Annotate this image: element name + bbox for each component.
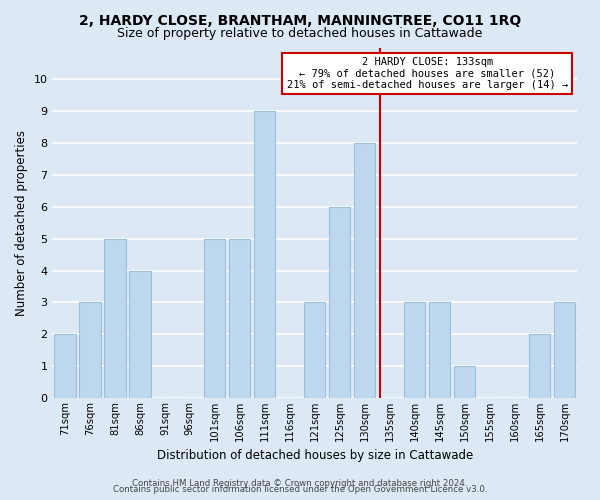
- Text: Contains public sector information licensed under the Open Government Licence v3: Contains public sector information licen…: [113, 485, 487, 494]
- Bar: [204, 238, 226, 398]
- Y-axis label: Number of detached properties: Number of detached properties: [15, 130, 28, 316]
- Bar: [404, 302, 425, 398]
- Text: Contains HM Land Registry data © Crown copyright and database right 2024.: Contains HM Land Registry data © Crown c…: [132, 478, 468, 488]
- Text: 2, HARDY CLOSE, BRANTHAM, MANNINGTREE, CO11 1RQ: 2, HARDY CLOSE, BRANTHAM, MANNINGTREE, C…: [79, 14, 521, 28]
- Bar: [354, 143, 376, 398]
- Bar: [229, 238, 250, 398]
- Bar: [304, 302, 325, 398]
- Bar: [329, 207, 350, 398]
- Bar: [429, 302, 451, 398]
- Bar: [254, 111, 275, 398]
- Bar: [454, 366, 475, 398]
- Bar: [104, 238, 125, 398]
- X-axis label: Distribution of detached houses by size in Cattawade: Distribution of detached houses by size …: [157, 450, 473, 462]
- Text: 2 HARDY CLOSE: 133sqm
← 79% of detached houses are smaller (52)
21% of semi-deta: 2 HARDY CLOSE: 133sqm ← 79% of detached …: [287, 57, 568, 90]
- Bar: [554, 302, 575, 398]
- Text: Size of property relative to detached houses in Cattawade: Size of property relative to detached ho…: [118, 28, 482, 40]
- Bar: [129, 270, 151, 398]
- Bar: [54, 334, 76, 398]
- Bar: [79, 302, 101, 398]
- Bar: [529, 334, 550, 398]
